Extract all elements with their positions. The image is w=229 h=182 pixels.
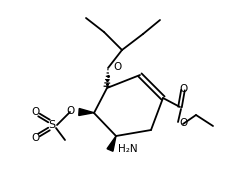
Text: O: O bbox=[179, 118, 187, 128]
Text: O: O bbox=[113, 62, 121, 72]
Polygon shape bbox=[107, 136, 116, 151]
Polygon shape bbox=[79, 108, 94, 116]
Text: O: O bbox=[180, 84, 188, 94]
Text: O: O bbox=[67, 106, 75, 116]
Text: S: S bbox=[49, 120, 56, 130]
Text: H₂N: H₂N bbox=[118, 144, 138, 154]
Text: O: O bbox=[31, 133, 39, 143]
Text: O: O bbox=[31, 107, 39, 117]
